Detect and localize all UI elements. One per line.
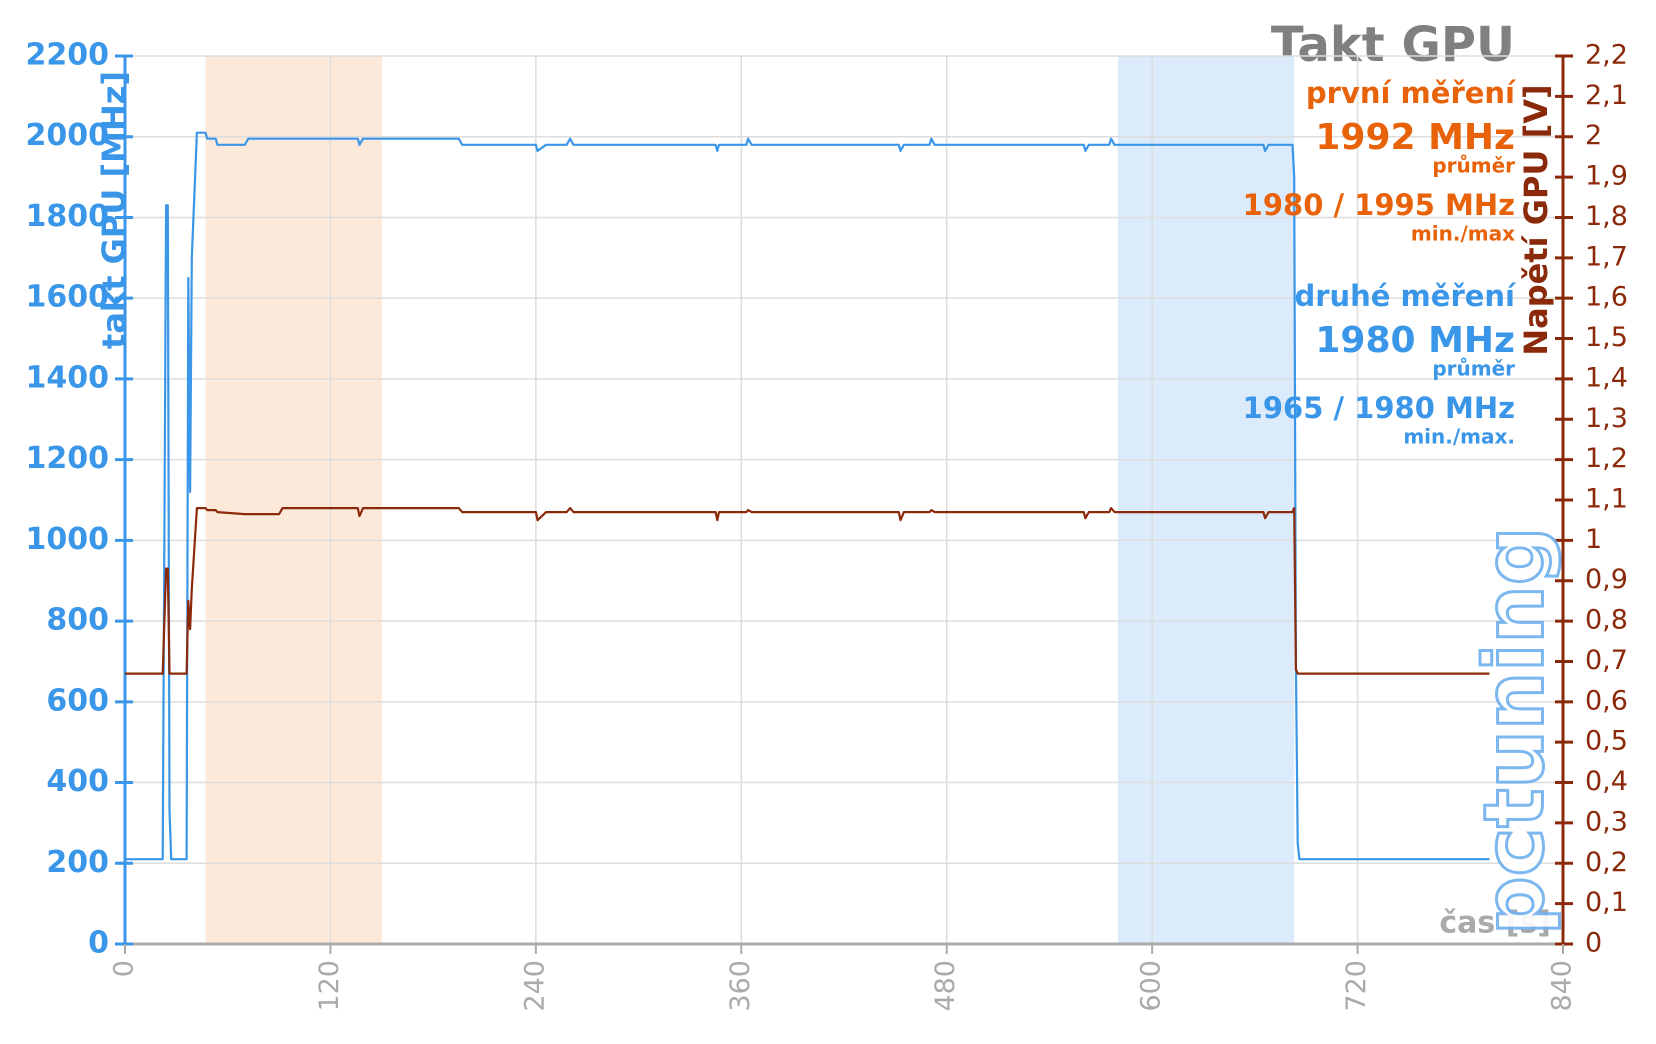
annotation: první měření xyxy=(1306,76,1517,110)
y-tick-label: 400 xyxy=(46,764,109,799)
annotation: průměr xyxy=(1432,357,1515,381)
y-tick-label: 2200 xyxy=(26,38,110,73)
y-tick-label: 600 xyxy=(46,683,109,718)
x-tick-label: 720 xyxy=(1341,960,1372,1012)
y-tick-label: 200 xyxy=(46,845,109,880)
y2-tick-label: 0,6 xyxy=(1585,685,1628,716)
x-tick-label: 360 xyxy=(725,960,756,1012)
y2-tick-label: 1,1 xyxy=(1585,484,1628,515)
chart-title: Takt GPU xyxy=(1271,17,1515,73)
y2-tick-label: 2 xyxy=(1585,120,1602,151)
x-tick-label: 0 xyxy=(109,960,140,977)
y2-tick-label: 0,7 xyxy=(1585,645,1628,676)
y2-tick-label: 0,1 xyxy=(1585,887,1628,918)
y-tick-label: 800 xyxy=(46,603,109,638)
y-tick-label: 1600 xyxy=(26,280,110,315)
highlight-band xyxy=(205,56,382,944)
y-tick-label: 1200 xyxy=(26,441,110,476)
y2-tick-label: 0,8 xyxy=(1585,605,1628,636)
annotation: min./max xyxy=(1411,222,1515,246)
x-tick-label: 480 xyxy=(930,960,961,1012)
y2-tick-label: 1,6 xyxy=(1585,282,1628,313)
y-tick-label: 2000 xyxy=(26,118,110,153)
y2-tick-label: 1,8 xyxy=(1585,201,1628,232)
x-tick-label: 600 xyxy=(1136,960,1167,1012)
y2-tick-label: 1,2 xyxy=(1585,443,1628,474)
y-tick-label: 1800 xyxy=(26,199,110,234)
annotation: 1965 / 1980 MHz xyxy=(1243,391,1515,425)
x-tick-label: 120 xyxy=(314,960,345,1012)
logo: pctuning xyxy=(1467,527,1562,935)
annotation: min./max. xyxy=(1403,425,1515,449)
annotation: druhé měření xyxy=(1294,279,1517,313)
y2-tick-label: 0,3 xyxy=(1585,806,1628,837)
y2-tick-label: 0 xyxy=(1585,928,1602,959)
y2-tick-label: 1,7 xyxy=(1585,241,1628,272)
annotation: 1980 MHz xyxy=(1315,320,1515,361)
y2-tick-label: 0,5 xyxy=(1585,726,1628,757)
y-tick-label: 1400 xyxy=(26,360,110,395)
series-line xyxy=(125,131,1490,861)
annotation: 1992 MHz xyxy=(1315,117,1515,158)
y2-tick-label: 2,1 xyxy=(1585,80,1628,111)
y-axis-label: takt GPU [MHz] xyxy=(95,71,133,349)
y2-tick-label: 1,4 xyxy=(1585,362,1628,393)
series-line xyxy=(125,507,1490,675)
y2-tick-label: 1 xyxy=(1585,524,1602,555)
x-tick-label: 840 xyxy=(1547,960,1578,1012)
y-tick-label: 0 xyxy=(88,926,109,961)
y2-tick-label: 0,4 xyxy=(1585,766,1628,797)
y2-tick-label: 1,3 xyxy=(1585,403,1628,434)
y2-axis-label: Napětí GPU [V] xyxy=(1517,84,1555,355)
annotation: 1980 / 1995 MHz xyxy=(1243,188,1515,222)
x-tick-label: 240 xyxy=(519,960,550,1012)
annotation: průměr xyxy=(1432,154,1515,178)
highlight-band xyxy=(1117,56,1295,944)
y2-tick-label: 2,2 xyxy=(1585,40,1628,71)
y2-tick-label: 0,9 xyxy=(1585,564,1628,595)
y2-tick-label: 1,9 xyxy=(1585,161,1628,192)
x-axis-label: čas [s] xyxy=(1439,906,1551,941)
y2-tick-label: 0,2 xyxy=(1585,847,1628,878)
y-tick-label: 1000 xyxy=(26,522,110,557)
y2-tick-label: 1,5 xyxy=(1585,322,1628,353)
